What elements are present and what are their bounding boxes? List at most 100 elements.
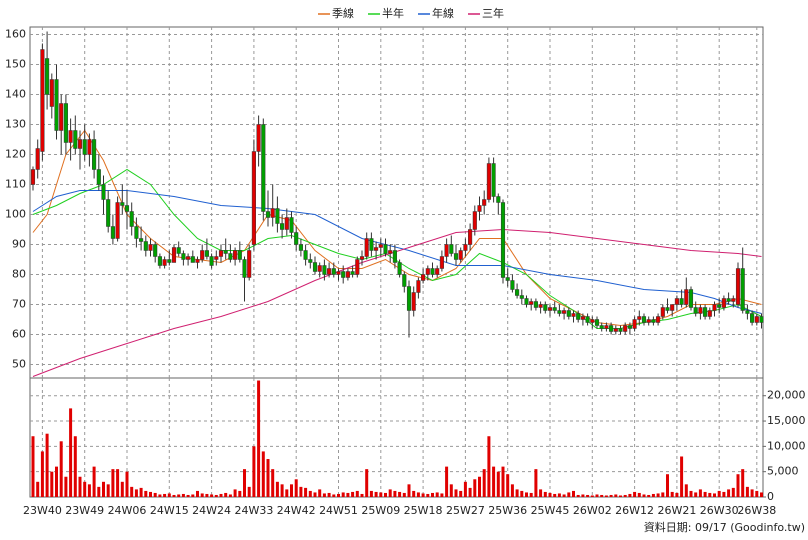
volume-bar [318, 489, 322, 497]
candle-body [148, 244, 153, 251]
y-tick-label: 90 [12, 238, 26, 251]
y-tick-label: 100 [5, 208, 26, 221]
candle-body [609, 325, 614, 332]
candle-body [359, 256, 365, 260]
candle-body [303, 250, 308, 260]
volume-bar [543, 491, 547, 497]
volume-bar [698, 489, 702, 497]
legend-label: 年線 [432, 6, 454, 20]
volume-bar [628, 493, 632, 497]
candle-body [477, 205, 482, 212]
candle-body [228, 253, 233, 260]
candle-body [298, 244, 303, 251]
volume-bar [736, 474, 740, 497]
x-tick-label: 25W36 [488, 504, 527, 517]
candle-body [533, 301, 538, 308]
volume-bar [534, 469, 538, 497]
candle-body [280, 223, 285, 230]
volume-bar [440, 493, 444, 497]
candle-body [167, 259, 172, 263]
candle-body [585, 316, 590, 323]
x-tick-label: 25W27 [446, 504, 485, 517]
candle-body [500, 202, 506, 278]
candle-body [92, 139, 97, 170]
volume-bar [633, 491, 637, 497]
volume-bar [125, 471, 129, 497]
candle-body [284, 217, 289, 230]
volume-bar [280, 484, 284, 497]
candle-body [562, 310, 567, 314]
volume-bar [412, 490, 416, 497]
x-tick-label: 24W06 [108, 504, 147, 517]
candle-body [134, 226, 139, 239]
candle-body [124, 205, 130, 212]
candle-body [87, 139, 92, 155]
volume-bar [520, 490, 524, 497]
candle-body [552, 307, 557, 311]
volume-bar [459, 490, 463, 497]
candle-body [750, 313, 755, 323]
candle-body [364, 238, 369, 257]
volume-bar [351, 491, 355, 497]
volume-bar [741, 469, 745, 497]
volume-bar [214, 494, 218, 497]
volume-bar [360, 493, 364, 497]
volume-bar [421, 493, 425, 497]
candle-body [294, 232, 299, 245]
volume-bar [529, 492, 533, 497]
volume-bar [163, 493, 167, 497]
candle-body [463, 244, 468, 251]
volume-bar [205, 493, 209, 497]
candle-body [406, 286, 412, 311]
volume-bar [647, 494, 651, 497]
candle-body [312, 262, 318, 272]
volume-bar [87, 484, 91, 497]
volume-bar [454, 489, 458, 497]
volume-bar [557, 493, 561, 497]
volume-bar [69, 408, 73, 497]
volume-bar [252, 446, 256, 497]
volume-bar [595, 494, 599, 497]
volume-bar [525, 492, 528, 497]
volume-bar [210, 494, 214, 497]
candle-body [355, 259, 360, 275]
volume-bar [219, 493, 223, 497]
candle-body [590, 319, 595, 323]
x-tick-label: 26W02 [573, 504, 612, 517]
volume-bar [492, 466, 496, 497]
candle-body [670, 304, 675, 311]
volume-bar [506, 474, 510, 497]
candle-body [190, 256, 195, 263]
candle-body [674, 298, 679, 305]
volume-bar [727, 489, 731, 497]
candle-body [49, 79, 54, 107]
candle-body [707, 310, 712, 317]
volume-bar [637, 492, 641, 497]
candle-body [256, 124, 261, 152]
y-tick-label: 110 [5, 178, 26, 191]
candle-body [745, 310, 750, 314]
candle-body [129, 211, 134, 227]
y-tick-label: 70 [12, 298, 26, 311]
volume-bar [78, 476, 82, 497]
volume-tick-label: 15,000 [767, 414, 806, 427]
volume-bar [139, 487, 143, 497]
candle-body [623, 325, 628, 332]
volume-bar [233, 489, 237, 497]
candle-body [618, 328, 623, 332]
x-tick-label: 26W12 [615, 504, 654, 517]
volume-bar [731, 487, 735, 497]
candle-body [580, 316, 585, 320]
candle-body [120, 202, 125, 206]
ma-line [32, 129, 762, 327]
candle-body [425, 268, 430, 275]
candle-body [275, 208, 280, 224]
candle-body [717, 304, 722, 308]
candle-body [237, 250, 242, 260]
volume-bar [553, 493, 557, 497]
volume-bar [402, 492, 406, 497]
candle-body [712, 304, 717, 311]
candle-body [336, 271, 341, 275]
